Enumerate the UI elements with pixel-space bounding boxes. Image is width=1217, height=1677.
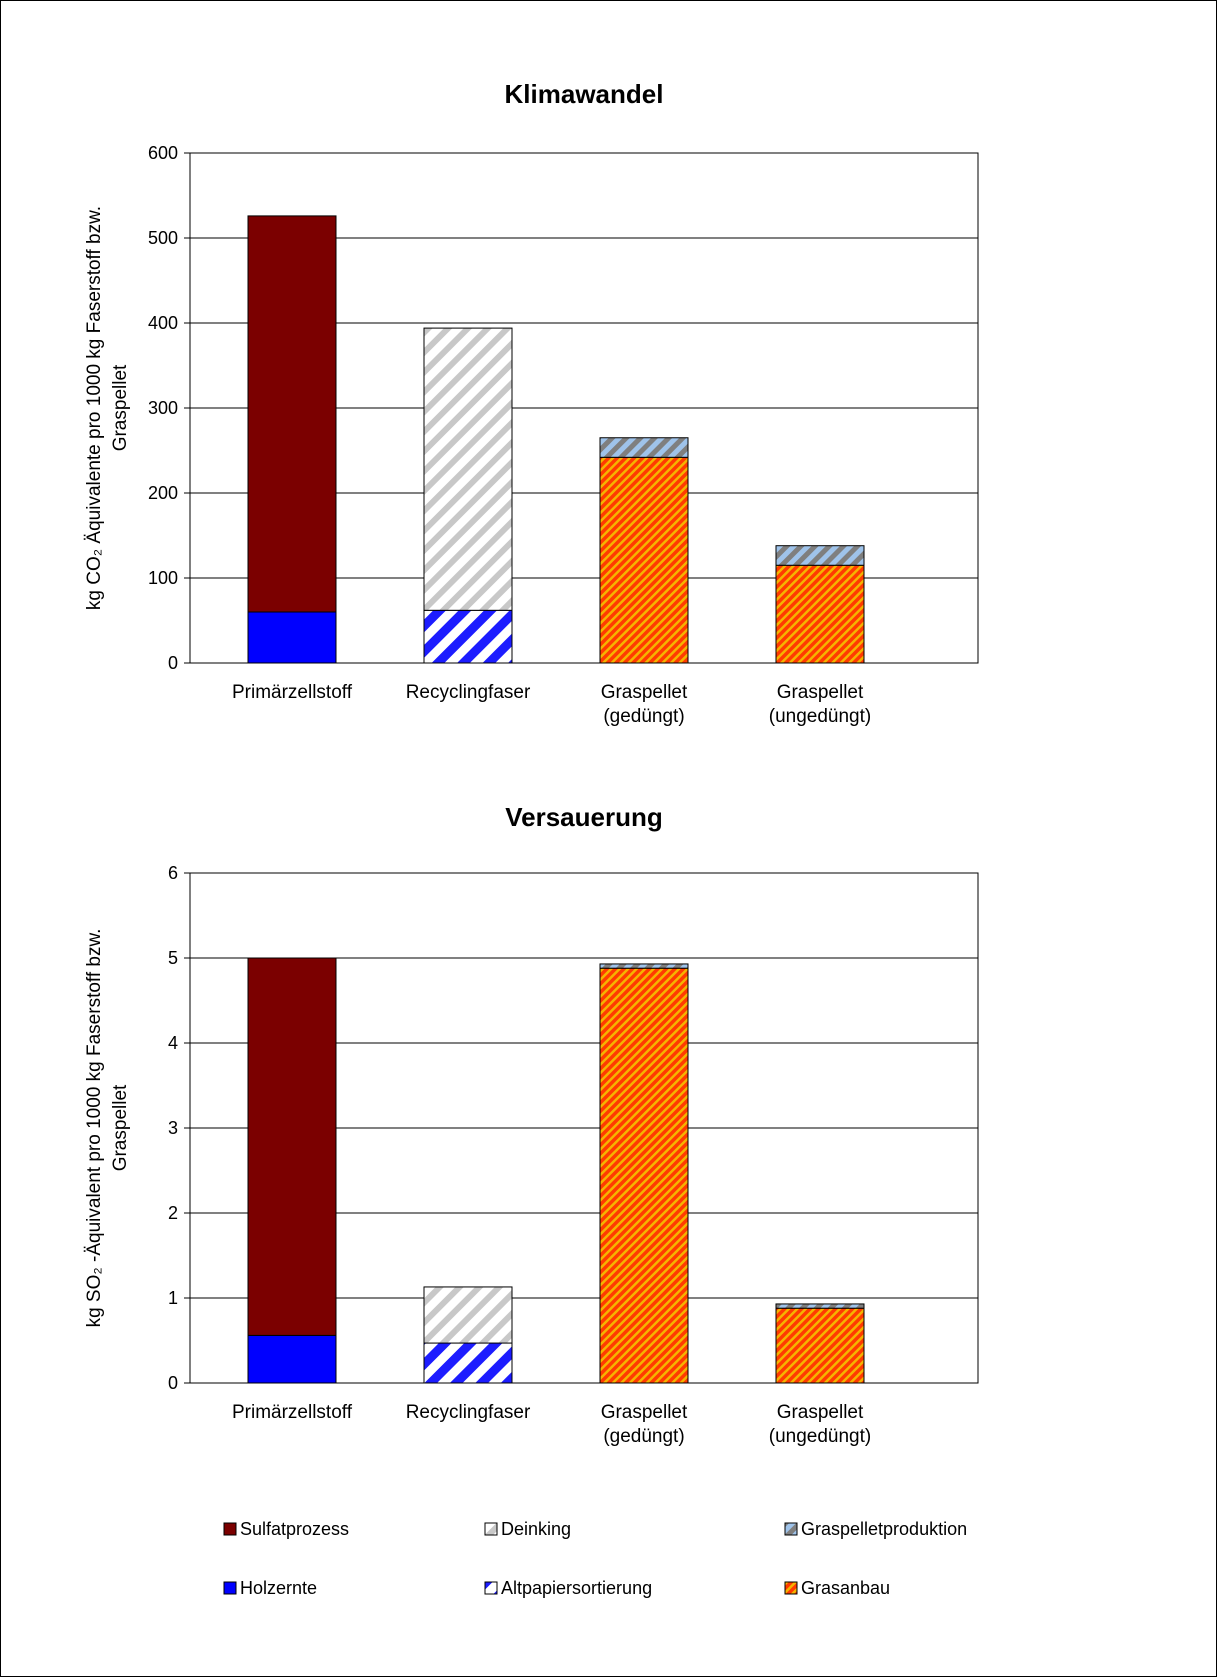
y-tick-label: 4	[168, 1033, 178, 1053]
chart-versauerung: 0 1 2 3 4 5 6 Primärzellstoff Recyclingfaser Gras…	[84, 802, 979, 1447]
y-axis-label-line: kg CO₂ Äquivalente pro 1000 kg Faserstof…	[84, 206, 105, 610]
y-axis-label: kg SO₂ -Äquivalent pro 1000 kg Faserstof…	[84, 929, 131, 1328]
x-tick-label-line: Recyclingfaser	[406, 682, 531, 703]
x-tick-label-line: Graspellet	[777, 682, 864, 703]
bar-segment-grasanbau	[599, 967, 689, 1384]
bar-segment-holzernte	[247, 611, 337, 664]
x-tick-label-line: (gedüngt)	[603, 1426, 684, 1447]
legend-label: Sulfatprozess	[240, 1519, 349, 1539]
bar-segment-holzernte	[247, 1334, 337, 1384]
x-tick-label-line: (ungedüngt)	[769, 706, 871, 727]
y-tick-label: 600	[148, 143, 178, 163]
y-tick-label: 500	[148, 228, 178, 248]
legend-item-grasanbau: Grasanbau	[784, 1578, 890, 1598]
bar-segment-altpapiersortierung	[423, 1342, 513, 1384]
bar-segment-sulfatprozess	[247, 957, 337, 1336]
legend-label: Grasanbau	[801, 1578, 890, 1598]
bar-segment-graspelletproduktion	[599, 963, 689, 969]
x-tick-label: Recyclingfaser	[406, 682, 531, 703]
legend-swatch	[484, 1581, 498, 1595]
y-tick-label: 2	[168, 1203, 178, 1223]
bar-segment-graspelletproduktion	[599, 437, 689, 458]
y-axis-label-line: kg SO₂ -Äquivalent pro 1000 kg Faserstof…	[84, 929, 105, 1328]
x-tick-label-line: (ungedüngt)	[769, 1426, 871, 1447]
legend-item-holzernte: Holzernte	[223, 1578, 317, 1598]
bar-segment-grasanbau	[775, 564, 865, 664]
x-tick-label-line: Recyclingfaser	[406, 1402, 531, 1423]
legend-label: Holzernte	[240, 1578, 317, 1598]
y-tick-label: 100	[148, 568, 178, 588]
y-axis-label: kg CO₂ Äquivalente pro 1000 kg Faserstof…	[84, 206, 131, 610]
x-tick-label-line: Graspellet	[601, 682, 688, 703]
legend-swatch	[784, 1522, 798, 1536]
y-tick-label: 6	[168, 863, 178, 883]
legend-item-deinking: Deinking	[484, 1519, 571, 1539]
charts-layer: 0 100 200 300 400 500 600 Primärzellstoff Recycl…	[84, 79, 979, 1447]
bar-segment-deinking	[423, 1286, 513, 1344]
x-tick-label-line: (gedüngt)	[603, 706, 684, 727]
legend-item-graspelletproduktion: Graspelletproduktion	[784, 1519, 967, 1539]
bar-segment-sulfatprozess	[247, 215, 337, 613]
bar-segment-deinking	[423, 327, 513, 611]
legend-swatch	[784, 1581, 798, 1595]
x-tick-label: Graspellet (ungedüngt)	[769, 1402, 871, 1447]
x-tick-label-line: Primärzellstoff	[232, 1402, 353, 1423]
y-tick-label: 3	[168, 1118, 178, 1138]
x-tick-label: Recyclingfaser	[406, 1402, 531, 1423]
chart-title: Versauerung	[505, 802, 663, 832]
x-tick-label: Graspellet (ungedüngt)	[769, 682, 871, 727]
legend-swatch	[484, 1522, 498, 1536]
legend-label: Deinking	[501, 1519, 571, 1539]
bar-segment-graspelletproduktion	[775, 1303, 865, 1309]
y-axis-label-line: Graspellet	[110, 364, 131, 451]
y-tick-label: 5	[168, 948, 178, 968]
legend-swatch	[223, 1581, 237, 1595]
y-tick-label: 400	[148, 313, 178, 333]
bar-segment-graspelletproduktion	[775, 545, 865, 566]
x-tick-label: Primärzellstoff	[232, 1402, 353, 1423]
bar-segment-grasanbau	[775, 1307, 865, 1384]
y-tick-label: 1	[168, 1288, 178, 1308]
x-tick-label-line: Graspellet	[601, 1402, 688, 1423]
legend-swatch	[223, 1522, 237, 1536]
y-axis-label-line: Graspellet	[110, 1084, 131, 1171]
y-tick-label: 0	[168, 653, 178, 673]
chart-klimawandel: 0 100 200 300 400 500 600 Primärzellstoff Recycl…	[84, 79, 979, 727]
bar-segment-altpapiersortierung	[423, 609, 513, 664]
x-tick-label: Graspellet (gedüngt)	[601, 682, 688, 727]
x-tick-label: Graspellet (gedüngt)	[601, 1402, 688, 1447]
x-tick-label-line: Graspellet	[777, 1402, 864, 1423]
legend-label: Graspelletproduktion	[801, 1519, 967, 1539]
y-tick-label: 200	[148, 483, 178, 503]
x-tick-label-line: Primärzellstoff	[232, 682, 353, 703]
legend-label: Altpapiersortierung	[501, 1578, 652, 1598]
x-tick-label: Primärzellstoff	[232, 682, 353, 703]
y-tick-label: 0	[168, 1373, 178, 1393]
y-tick-label: 300	[148, 398, 178, 418]
legend: Sulfatprozess Deinking Graspelletproduktio…	[223, 1519, 967, 1598]
chart-title: Klimawandel	[505, 79, 664, 109]
legend-item-altpapiersortierung: Altpapiersortierung	[484, 1578, 652, 1598]
legend-item-sulfatprozess: Sulfatprozess	[223, 1519, 349, 1539]
bar-segment-grasanbau	[599, 456, 689, 664]
